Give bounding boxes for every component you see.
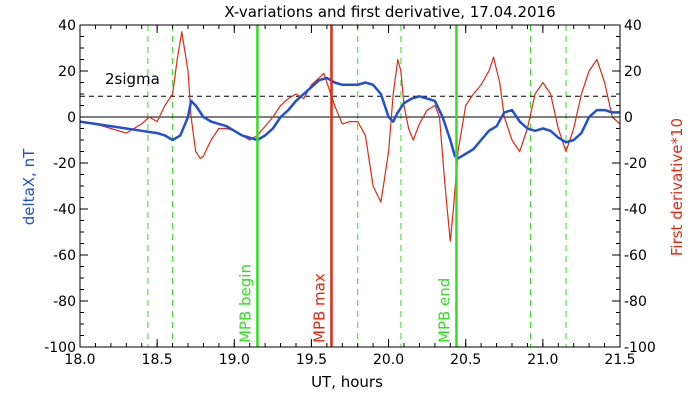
right-axis-label: First derivative*10 bbox=[668, 118, 686, 256]
x-tick-label: 18.0 bbox=[64, 352, 95, 368]
left-axis-label: deltaX, nT bbox=[20, 148, 38, 225]
y-right-tick-label: -40 bbox=[624, 202, 647, 218]
y-right-tick-label: 20 bbox=[624, 64, 642, 80]
sigma-label: 2sigma bbox=[105, 70, 160, 88]
x-axis-label: UT, hours bbox=[311, 373, 383, 391]
chart-title: X-variations and first derivative, 17.04… bbox=[224, 3, 555, 21]
y-left-tick-label: 0 bbox=[67, 110, 76, 126]
x-tick-label: 19.0 bbox=[219, 352, 250, 368]
y-left-tick-label: 20 bbox=[58, 64, 76, 80]
x-tick-label: 20.5 bbox=[450, 352, 481, 368]
x-tick-label: 18.5 bbox=[142, 352, 173, 368]
y-right-tick-label: -100 bbox=[624, 340, 656, 356]
y-right-tick-label: 0 bbox=[624, 110, 633, 126]
y-left-tick-label: -80 bbox=[53, 294, 76, 310]
y-right-tick-label: 40 bbox=[624, 18, 642, 34]
y-left-tick-label: -40 bbox=[53, 202, 76, 218]
mpb-end-label: MPB end bbox=[435, 278, 453, 343]
x-tick-label: 21.0 bbox=[527, 352, 558, 368]
y-right-tick-label: -80 bbox=[624, 294, 647, 310]
mpb-begin-label: MPB begin bbox=[236, 264, 254, 343]
mpb-max-label: MPB max bbox=[310, 273, 328, 343]
deltaX-series-line bbox=[79, 76, 620, 160]
x-tick-label: 20.0 bbox=[373, 352, 404, 368]
y-left-tick-label: -20 bbox=[53, 156, 76, 172]
y-right-tick-label: -20 bbox=[624, 156, 647, 172]
plot-frame bbox=[79, 24, 621, 348]
y-left-tick-label: -60 bbox=[53, 248, 76, 264]
x-tick-label: 19.5 bbox=[296, 352, 327, 368]
x-tick-label: 21.5 bbox=[604, 352, 635, 368]
y-left-tick-label: -100 bbox=[44, 340, 76, 356]
y-left-tick-label: 40 bbox=[58, 18, 76, 34]
derivative-series-line bbox=[79, 31, 621, 242]
y-right-tick-label: -60 bbox=[624, 248, 647, 264]
